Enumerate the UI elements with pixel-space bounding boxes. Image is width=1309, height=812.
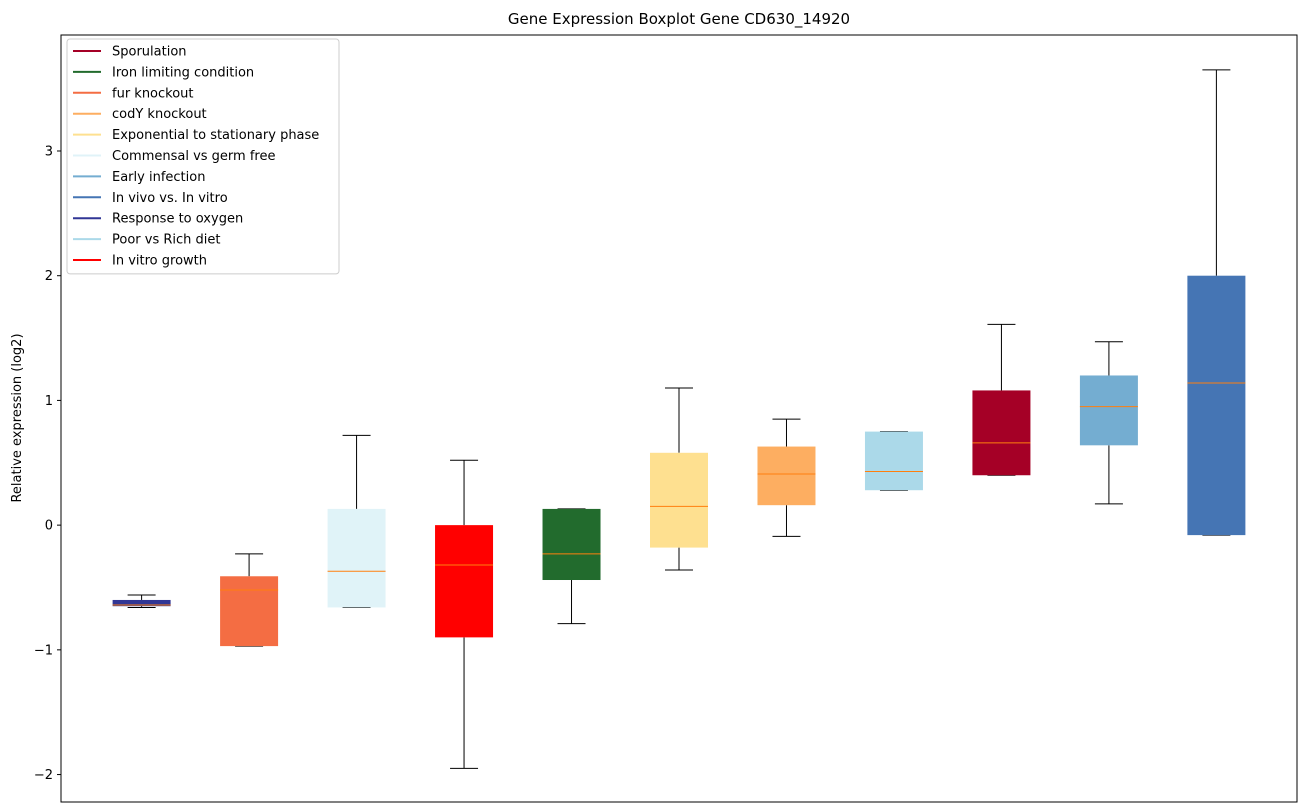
legend-item: Commensal vs germ free — [73, 149, 275, 164]
legend-label: Response to oxygen — [112, 212, 243, 227]
box — [757, 446, 816, 506]
box-group — [220, 553, 279, 647]
box — [864, 431, 923, 491]
legend-label: Commensal vs germ free — [112, 149, 275, 164]
box-group — [435, 459, 494, 769]
legend-item: In vitro growth — [73, 254, 207, 269]
legend-item: Exponential to stationary phase — [73, 128, 319, 143]
legend-item: Iron limiting condition — [73, 65, 254, 80]
box-group — [757, 418, 816, 537]
legend-item: Sporulation — [73, 45, 187, 60]
box-group — [972, 323, 1031, 476]
box-group — [1187, 69, 1246, 536]
box — [112, 599, 171, 607]
box — [1079, 375, 1138, 446]
y-tick-label: −2 — [34, 768, 53, 783]
y-tick-label: 1 — [45, 394, 53, 409]
box-group — [1079, 341, 1138, 505]
legend-item: Response to oxygen — [73, 212, 243, 227]
legend-item: fur knockout — [73, 86, 194, 101]
y-axis-label: Relative expression (log2) — [10, 333, 25, 502]
box — [220, 576, 279, 647]
chart-title: Gene Expression Boxplot Gene CD630_14920 — [508, 10, 850, 29]
box — [435, 525, 494, 638]
legend-label: In vitro growth — [112, 254, 207, 269]
box — [542, 508, 601, 581]
legend: Sporulation Iron limiting condition fur kn… — [66, 38, 340, 275]
y-axis: −2 −1 0 1 2 3 — [34, 144, 61, 783]
legend-label: In vivo vs. In vitro — [112, 191, 228, 206]
box — [1187, 275, 1246, 536]
legend-item: Poor vs Rich diet — [73, 233, 220, 248]
legend-item: In vivo vs. In vitro — [73, 191, 228, 206]
legend-label: fur knockout — [112, 86, 194, 101]
box-group — [650, 387, 708, 571]
legend-label: Poor vs Rich diet — [112, 233, 220, 248]
y-tick-label: 2 — [45, 269, 53, 284]
y-tick-label: 0 — [45, 519, 53, 534]
box — [650, 452, 708, 548]
legend-item: codY knockout — [73, 107, 207, 122]
box — [327, 508, 386, 608]
plot-area — [112, 69, 1246, 769]
legend-box — [66, 38, 340, 275]
legend-label: Iron limiting condition — [112, 65, 254, 80]
box-group — [327, 434, 386, 608]
legend-label: Exponential to stationary phase — [112, 128, 319, 143]
box — [972, 390, 1031, 476]
box-group — [542, 508, 601, 625]
plot-frame — [60, 34, 1298, 803]
box-group — [864, 431, 923, 491]
legend-label: Early infection — [112, 170, 205, 185]
legend-label: Sporulation — [112, 45, 187, 60]
legend-item: Early infection — [73, 170, 205, 185]
box-group — [112, 594, 171, 608]
y-tick-label: −1 — [34, 643, 53, 658]
legend-label: codY knockout — [112, 107, 207, 122]
y-tick-label: 3 — [45, 144, 53, 159]
